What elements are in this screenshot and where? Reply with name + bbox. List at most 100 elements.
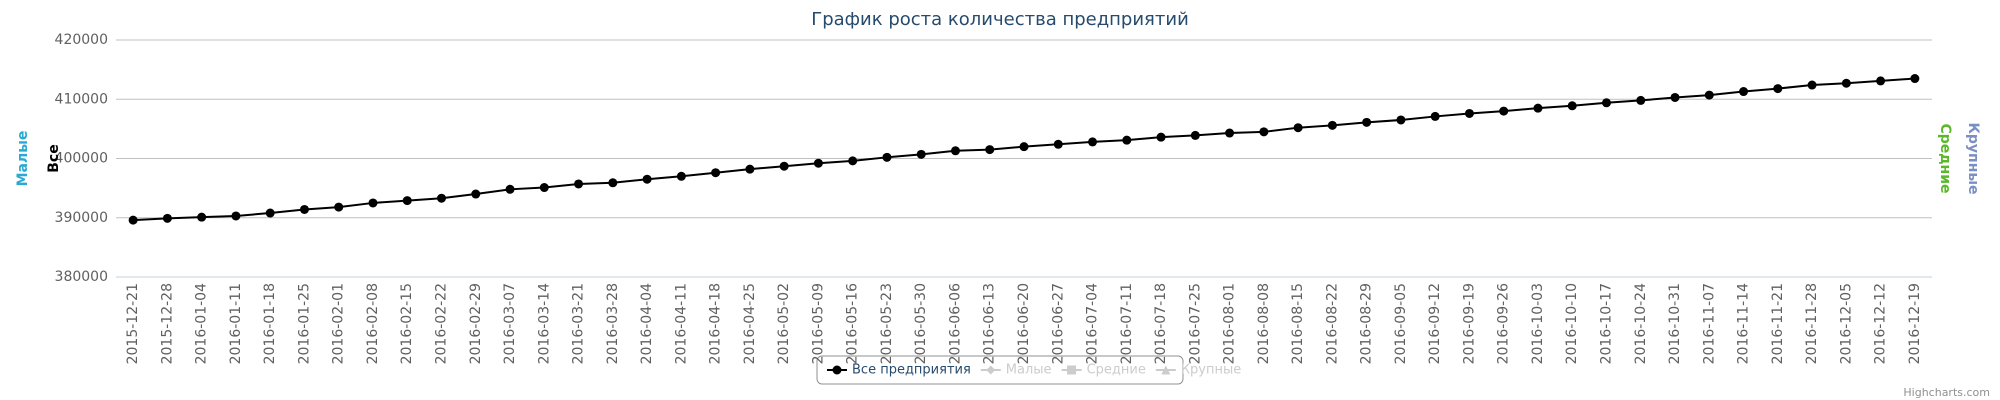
point <box>539 183 549 193</box>
point <box>1533 103 1543 113</box>
point <box>642 174 652 184</box>
point <box>574 179 584 189</box>
x-tick-label: 2016-08-15 <box>1290 283 1306 364</box>
x-tick-label: 2016-05-16 <box>845 283 861 364</box>
legend-item[interactable]: Крупные <box>1181 363 1241 378</box>
point <box>1327 120 1337 130</box>
x-tick-label: 2016-09-05 <box>1393 283 1409 364</box>
x-tick-label: 2016-05-02 <box>776 283 792 364</box>
point <box>1876 76 1886 86</box>
point <box>197 212 207 222</box>
point <box>231 211 241 221</box>
point <box>779 161 789 171</box>
x-tick-label: 2016-11-07 <box>1701 283 1717 364</box>
credits[interactable]: Highcharts.com <box>1903 386 1990 399</box>
x-tick-label: 2016-02-15 <box>399 283 415 364</box>
point <box>471 189 481 199</box>
x-tick-label: 2016-08-22 <box>1324 283 1340 364</box>
y2-axis-title: Крупные <box>1965 122 1981 194</box>
point <box>402 196 412 206</box>
x-tick-label: 2016-04-04 <box>639 283 655 364</box>
point <box>950 146 960 156</box>
point <box>711 168 721 178</box>
x-tick-label: 2016-07-18 <box>1153 283 1169 364</box>
x-tick-label: 2016-11-21 <box>1770 283 1786 364</box>
legend-symbol <box>986 365 996 375</box>
x-tick-label: 2016-08-01 <box>1222 283 1238 364</box>
point <box>1601 98 1611 108</box>
point <box>1636 95 1646 105</box>
point <box>1807 80 1817 90</box>
x-tick-label: 2016-04-25 <box>742 283 758 364</box>
legend-item[interactable]: Все предприятия <box>852 363 971 378</box>
point <box>985 145 995 155</box>
legend-item[interactable]: Малые <box>1006 363 1052 378</box>
point <box>1190 130 1200 140</box>
point <box>1499 106 1509 116</box>
x-tick-label: 2016-10-17 <box>1598 283 1614 364</box>
point <box>162 213 172 223</box>
x-tick-label: 2016-09-12 <box>1427 283 1443 364</box>
point <box>299 204 309 214</box>
x-tick-label: 2016-02-29 <box>468 283 484 364</box>
point <box>745 164 755 174</box>
legend-item[interactable]: Средние <box>1087 363 1146 378</box>
point <box>1430 111 1440 121</box>
point <box>1293 123 1303 133</box>
x-tick-label: 2016-01-25 <box>296 283 312 364</box>
x-tick-label: 2016-11-14 <box>1736 283 1752 364</box>
point <box>505 184 515 194</box>
x-tick-label: 2016-07-11 <box>1119 283 1135 364</box>
point <box>265 208 275 218</box>
point <box>1464 108 1474 118</box>
x-tick-label: 2016-04-11 <box>673 283 689 364</box>
x-tick-label: 2016-12-19 <box>1907 283 1923 364</box>
x-tick-label: 2016-04-18 <box>708 283 724 364</box>
point <box>1362 117 1372 127</box>
point <box>882 152 892 162</box>
x-tick-label: 2016-03-14 <box>536 283 552 364</box>
x-tick-label: 2016-06-27 <box>1050 283 1066 364</box>
x-tick-label: 2015-12-21 <box>125 283 141 364</box>
point <box>1122 135 1132 145</box>
point <box>1396 115 1406 125</box>
x-tick-label: 2016-01-04 <box>194 283 210 364</box>
y-axis-title: Малые <box>15 131 31 187</box>
point <box>848 156 858 166</box>
point <box>1704 90 1714 100</box>
x-tick-label: 2015-12-28 <box>159 283 175 364</box>
point <box>676 171 686 181</box>
legend-symbol <box>1067 365 1077 375</box>
x-tick-label: 2016-05-09 <box>810 283 826 364</box>
x-tick-label: 2016-12-05 <box>1838 283 1854 364</box>
x-tick-label: 2016-03-07 <box>502 283 518 364</box>
y-tick-label: 400000 <box>55 151 108 167</box>
point <box>1088 137 1098 147</box>
point <box>1841 78 1851 88</box>
point <box>334 202 344 212</box>
x-tick-label: 2016-11-28 <box>1804 283 1820 364</box>
x-tick-label: 2016-09-19 <box>1461 283 1477 364</box>
x-tick-label: 2016-07-25 <box>1187 283 1203 364</box>
x-tick-label: 2016-10-10 <box>1564 283 1580 364</box>
y-axis-title: Все <box>46 144 62 172</box>
point <box>608 178 618 188</box>
point <box>1910 74 1920 84</box>
x-tick-label: 2016-08-29 <box>1359 283 1375 364</box>
x-tick-label: 2016-12-12 <box>1873 283 1889 364</box>
point <box>1670 92 1680 102</box>
x-tick-label: 2016-02-08 <box>365 283 381 364</box>
point <box>368 198 378 208</box>
x-tick-label: 2016-08-08 <box>1256 283 1272 364</box>
point <box>1567 101 1577 111</box>
point <box>437 193 447 203</box>
point <box>813 158 823 168</box>
legend-symbol <box>832 365 842 375</box>
point <box>128 215 138 225</box>
x-tick-label: 2016-06-06 <box>947 283 963 364</box>
x-tick-label: 2016-01-11 <box>228 283 244 364</box>
x-tick-label: 2016-09-26 <box>1496 283 1512 364</box>
point <box>1053 139 1063 149</box>
point <box>1259 127 1269 137</box>
